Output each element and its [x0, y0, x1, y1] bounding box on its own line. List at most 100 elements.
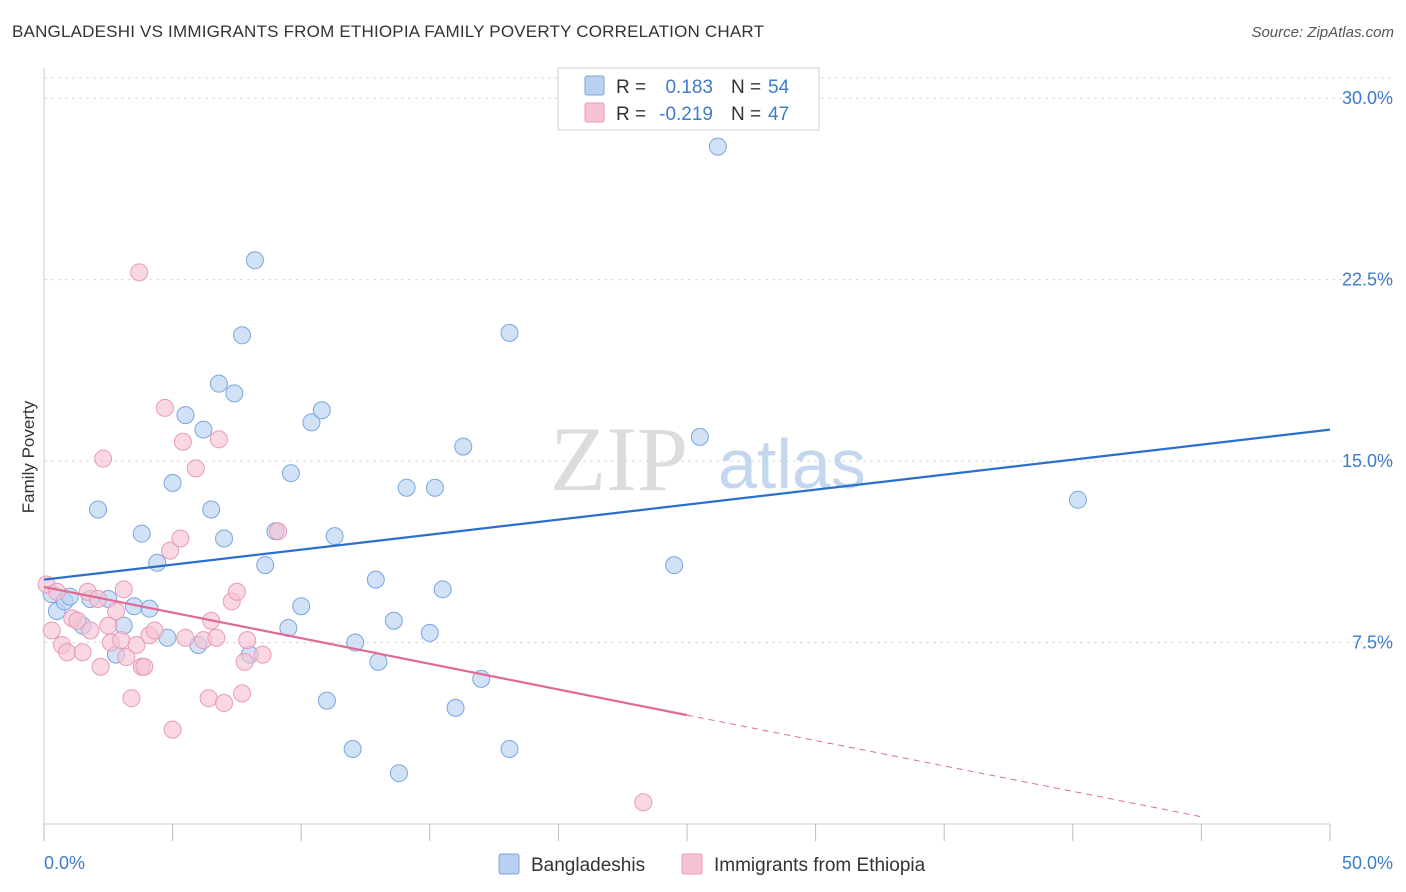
legend-n-value-pink: 47 [768, 104, 789, 125]
ethiopia-point-44 [253, 645, 272, 664]
bangladeshis-point-6 [89, 500, 108, 519]
ethiopia-point-29 [171, 529, 190, 548]
x-tick-label-min: 0.0% [44, 853, 85, 873]
bangladeshis-point-13 [148, 553, 167, 572]
bangladeshis-point-50 [665, 556, 684, 575]
y-tick-label-1: 15.0% [1342, 451, 1393, 471]
bangladeshis-point-49 [500, 323, 519, 342]
ethiopia-point-12 [94, 449, 113, 468]
series-ethiopia-points [37, 263, 653, 812]
ethiopia-point-42 [235, 652, 254, 671]
bangladeshis-point-29 [281, 464, 300, 483]
legend-r-label-pink: R = [616, 104, 646, 125]
bangladeshis-point-16 [176, 406, 195, 425]
ethiopia-point-25 [145, 621, 164, 640]
bangladeshis-point-38 [369, 652, 388, 671]
bangladeshis-point-25 [245, 251, 264, 270]
ethiopia-point-34 [199, 689, 218, 708]
watermark: ZIP atlas [550, 408, 866, 510]
ethiopia-point-1 [42, 621, 61, 640]
ethiopia-point-20 [127, 635, 146, 654]
bangladeshis-point-31 [302, 413, 321, 432]
bangladeshis-point-22 [225, 384, 244, 403]
bangladeshis-point-53 [1068, 490, 1087, 509]
trend-line-bangladeshis [43, 428, 1331, 581]
watermark-atlas: atlas [718, 425, 866, 503]
y-tick-label-0: 7.5% [1352, 633, 1393, 653]
ethiopia-point-19 [122, 689, 141, 708]
ethiopia-point-16 [112, 631, 131, 650]
bangladeshis-point-21 [215, 529, 234, 548]
trend-line-ethiopia [43, 585, 688, 717]
bangladeshis-point-36 [346, 633, 365, 652]
bangladeshis-point-52 [708, 137, 727, 156]
ethiopia-point-4 [58, 643, 77, 662]
y-tick-labels: 7.5% 15.0% 22.5% 30.0% [1342, 88, 1393, 652]
bangladeshis-point-23 [233, 326, 252, 345]
bangladeshis-point-35 [343, 740, 362, 758]
legend-r-label-blue: R = [616, 77, 646, 98]
legend-r-value-pink: -0.219 [659, 104, 713, 125]
ethiopia-point-15 [107, 602, 126, 621]
bottom-legend-swatch-blue [498, 853, 520, 875]
ethiopia-point-11 [91, 657, 110, 676]
legend-n-label-blue: N = [731, 77, 761, 98]
ethiopia-point-27 [161, 541, 180, 560]
bangladeshis-point-41 [397, 478, 416, 497]
legend-n-label-pink: N = [731, 104, 761, 125]
bangladeshis-point-18 [194, 420, 213, 439]
legend: R = 0.183 N = 54 R = -0.219 N = 47 [557, 67, 820, 131]
y-axis-label: Family Poverty [19, 400, 38, 513]
ethiopia-point-17 [114, 580, 133, 599]
ethiopia-point-40 [227, 582, 246, 601]
ethiopia-point-30 [173, 432, 192, 451]
legend-r-value-blue: 0.183 [665, 77, 713, 98]
bangladeshis-point-20 [209, 374, 228, 393]
y-tick-label-3: 30.0% [1342, 88, 1393, 108]
bottom-legend: Bangladeshis Immigrants from Ethiopia [498, 853, 926, 876]
gridlines [44, 77, 1393, 644]
y-tick-label-2: 22.5% [1342, 270, 1393, 290]
ethiopia-point-23 [135, 657, 154, 676]
bottom-legend-label-blue: Bangladeshis [531, 855, 645, 876]
bangladeshis-point-15 [163, 473, 182, 492]
bangladeshis-point-19 [202, 500, 221, 519]
ethiopia-point-7 [73, 643, 92, 662]
trend-line-ethiopia-extrapolated [686, 714, 1202, 818]
bangladeshis-point-30 [292, 597, 311, 616]
ethiopia-point-6 [68, 611, 87, 630]
legend-swatch-pink [584, 102, 605, 123]
axes [43, 68, 1331, 841]
ethiopia-point-18 [117, 648, 136, 667]
ethiopia-point-41 [233, 684, 252, 703]
bangladeshis-point-40 [389, 764, 408, 783]
chart-title: BANGLADESHI VS IMMIGRANTS FROM ETHIOPIA … [12, 22, 765, 41]
watermark-zip: ZIP [550, 408, 688, 510]
trend-lines [43, 428, 1331, 818]
bangladeshis-point-42 [420, 623, 439, 642]
bangladeshis-point-45 [446, 698, 465, 717]
bangladeshis-point-51 [690, 427, 709, 446]
x-tick-label-max: 50.0% [1342, 853, 1393, 873]
legend-swatch-blue [584, 75, 605, 96]
bangladeshis-point-37 [366, 570, 385, 589]
ethiopia-point-21 [130, 263, 149, 282]
chart-source: Source: ZipAtlas.com [1251, 24, 1394, 41]
bangladeshis-point-43 [425, 478, 444, 497]
ethiopia-point-37 [209, 430, 228, 449]
bangladeshis-point-11 [132, 524, 151, 543]
ethiopia-point-43 [238, 631, 257, 650]
bangladeshis-point-32 [312, 401, 331, 420]
ethiopia-point-26 [155, 398, 174, 417]
ethiopia-point-46 [634, 793, 653, 812]
ethiopia-point-38 [215, 694, 234, 713]
bangladeshis-point-48 [500, 740, 519, 758]
bangladeshis-point-34 [325, 527, 344, 546]
legend-n-value-blue: 54 [768, 77, 790, 98]
bangladeshis-point-46 [454, 437, 473, 456]
ethiopia-point-9 [81, 621, 100, 640]
bangladeshis-point-26 [256, 556, 275, 575]
bangladeshis-point-44 [433, 580, 452, 599]
ethiopia-point-31 [176, 628, 195, 647]
